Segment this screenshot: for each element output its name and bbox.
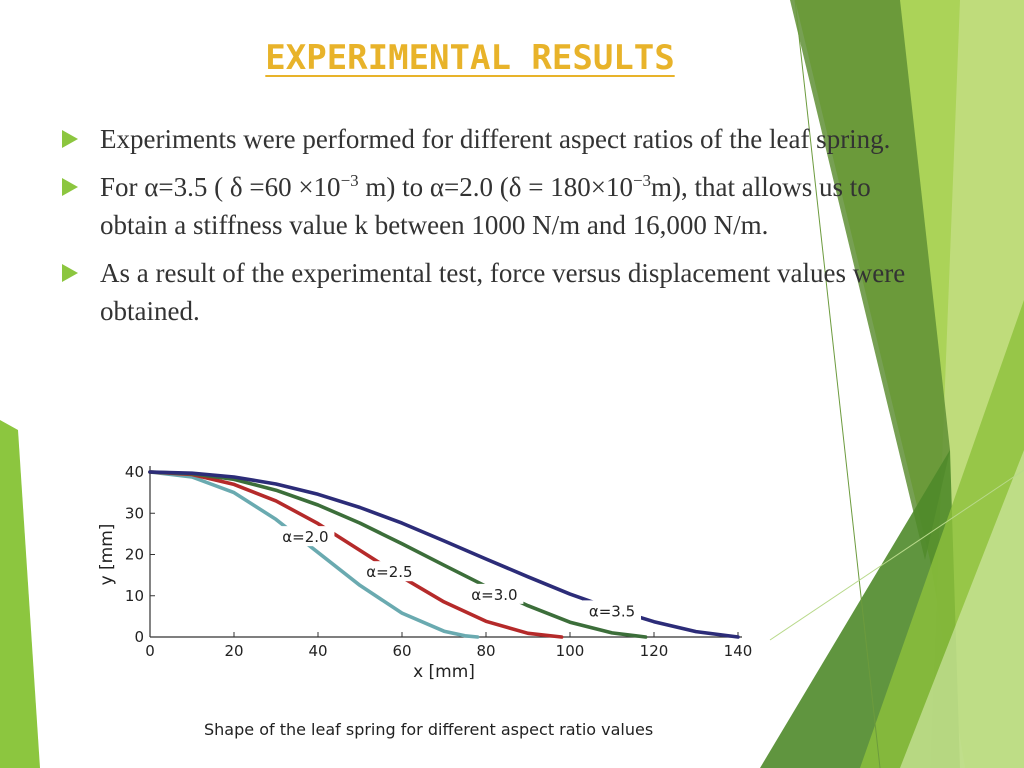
decor-line — [769, 469, 1024, 641]
x-tick-label: 80 — [476, 642, 495, 660]
leaf-spring-chart: 0 20 40 60 80 100 120 140 0 10 20 30 40 x [mm] y [mm] α… — [97, 463, 753, 682]
decor-line — [794, 0, 881, 768]
slide-title-text: EXPERIMENTAL RESULTS — [265, 38, 675, 78]
annotation-background — [360, 561, 419, 582]
x-tick-label: 120 — [640, 642, 669, 660]
series-line — [148, 470, 480, 639]
series-line — [148, 470, 648, 639]
bullet-arrow-icon — [62, 178, 78, 196]
bullet-item: For α=3.5 ( δ =60 ×10−3 m) to α=2.0 (δ =… — [62, 168, 942, 244]
bullet-text: As a result of the experimental test, fo… — [100, 258, 906, 326]
x-tick-label: 0 — [145, 642, 155, 660]
x-tick-label: 60 — [392, 642, 411, 660]
y-tick-label: 0 — [134, 628, 144, 646]
bullet-text-part: m) to α=2.0 (δ = 180×10 — [358, 172, 633, 202]
y-axis-label: y [mm] — [97, 524, 117, 586]
bullet-arrow-icon — [62, 264, 78, 282]
bullet-item: Experiments were performed for different… — [62, 120, 942, 158]
x-tick-label: 20 — [224, 642, 243, 660]
annotation-background — [583, 600, 641, 621]
annotation-background — [465, 583, 524, 604]
series-line — [148, 470, 564, 639]
bullet-superscript: −3 — [340, 171, 359, 190]
y-tick-label: 10 — [125, 587, 144, 605]
series-annotation: α=3.5 — [589, 602, 635, 620]
bullet-list: Experiments were performed for different… — [62, 120, 942, 340]
bullet-item: As a result of the experimental test, fo… — [62, 254, 942, 330]
chart-caption: Shape of the leaf spring for different a… — [204, 720, 654, 739]
decor-strip-dark — [790, 0, 950, 560]
series-annotation: α=3.0 — [471, 586, 517, 604]
annotation-background — [276, 526, 335, 547]
bullet-text: Experiments were performed for different… — [100, 124, 891, 154]
y-tick-label: 40 — [125, 463, 144, 481]
slide-title: EXPERIMENTAL RESULTS — [0, 38, 940, 78]
decor-left-strip — [0, 420, 40, 768]
x-tick-label: 140 — [724, 642, 753, 660]
y-tick-label: 20 — [125, 546, 144, 564]
y-tick-label: 30 — [125, 504, 144, 522]
x-tick-label: 40 — [308, 642, 327, 660]
decor-triangle-pale — [900, 450, 1024, 768]
chart-figure: 0 20 40 60 80 100 120 140 0 10 20 30 40 x [mm] y [mm] α… — [88, 452, 760, 754]
series-annotation: α=2.0 — [282, 528, 328, 546]
bullet-text-part: For α=3.5 ( δ =60 ×10 — [100, 172, 341, 202]
x-axis-label: x [mm] — [413, 662, 475, 682]
bullet-text-part: m), that allows us to obtain a stiffness… — [100, 172, 871, 240]
x-tick-label: 100 — [556, 642, 585, 660]
bullet-arrow-icon — [62, 130, 78, 148]
series-annotation: α=2.5 — [366, 563, 412, 581]
bullet-superscript: −3 — [632, 171, 652, 190]
